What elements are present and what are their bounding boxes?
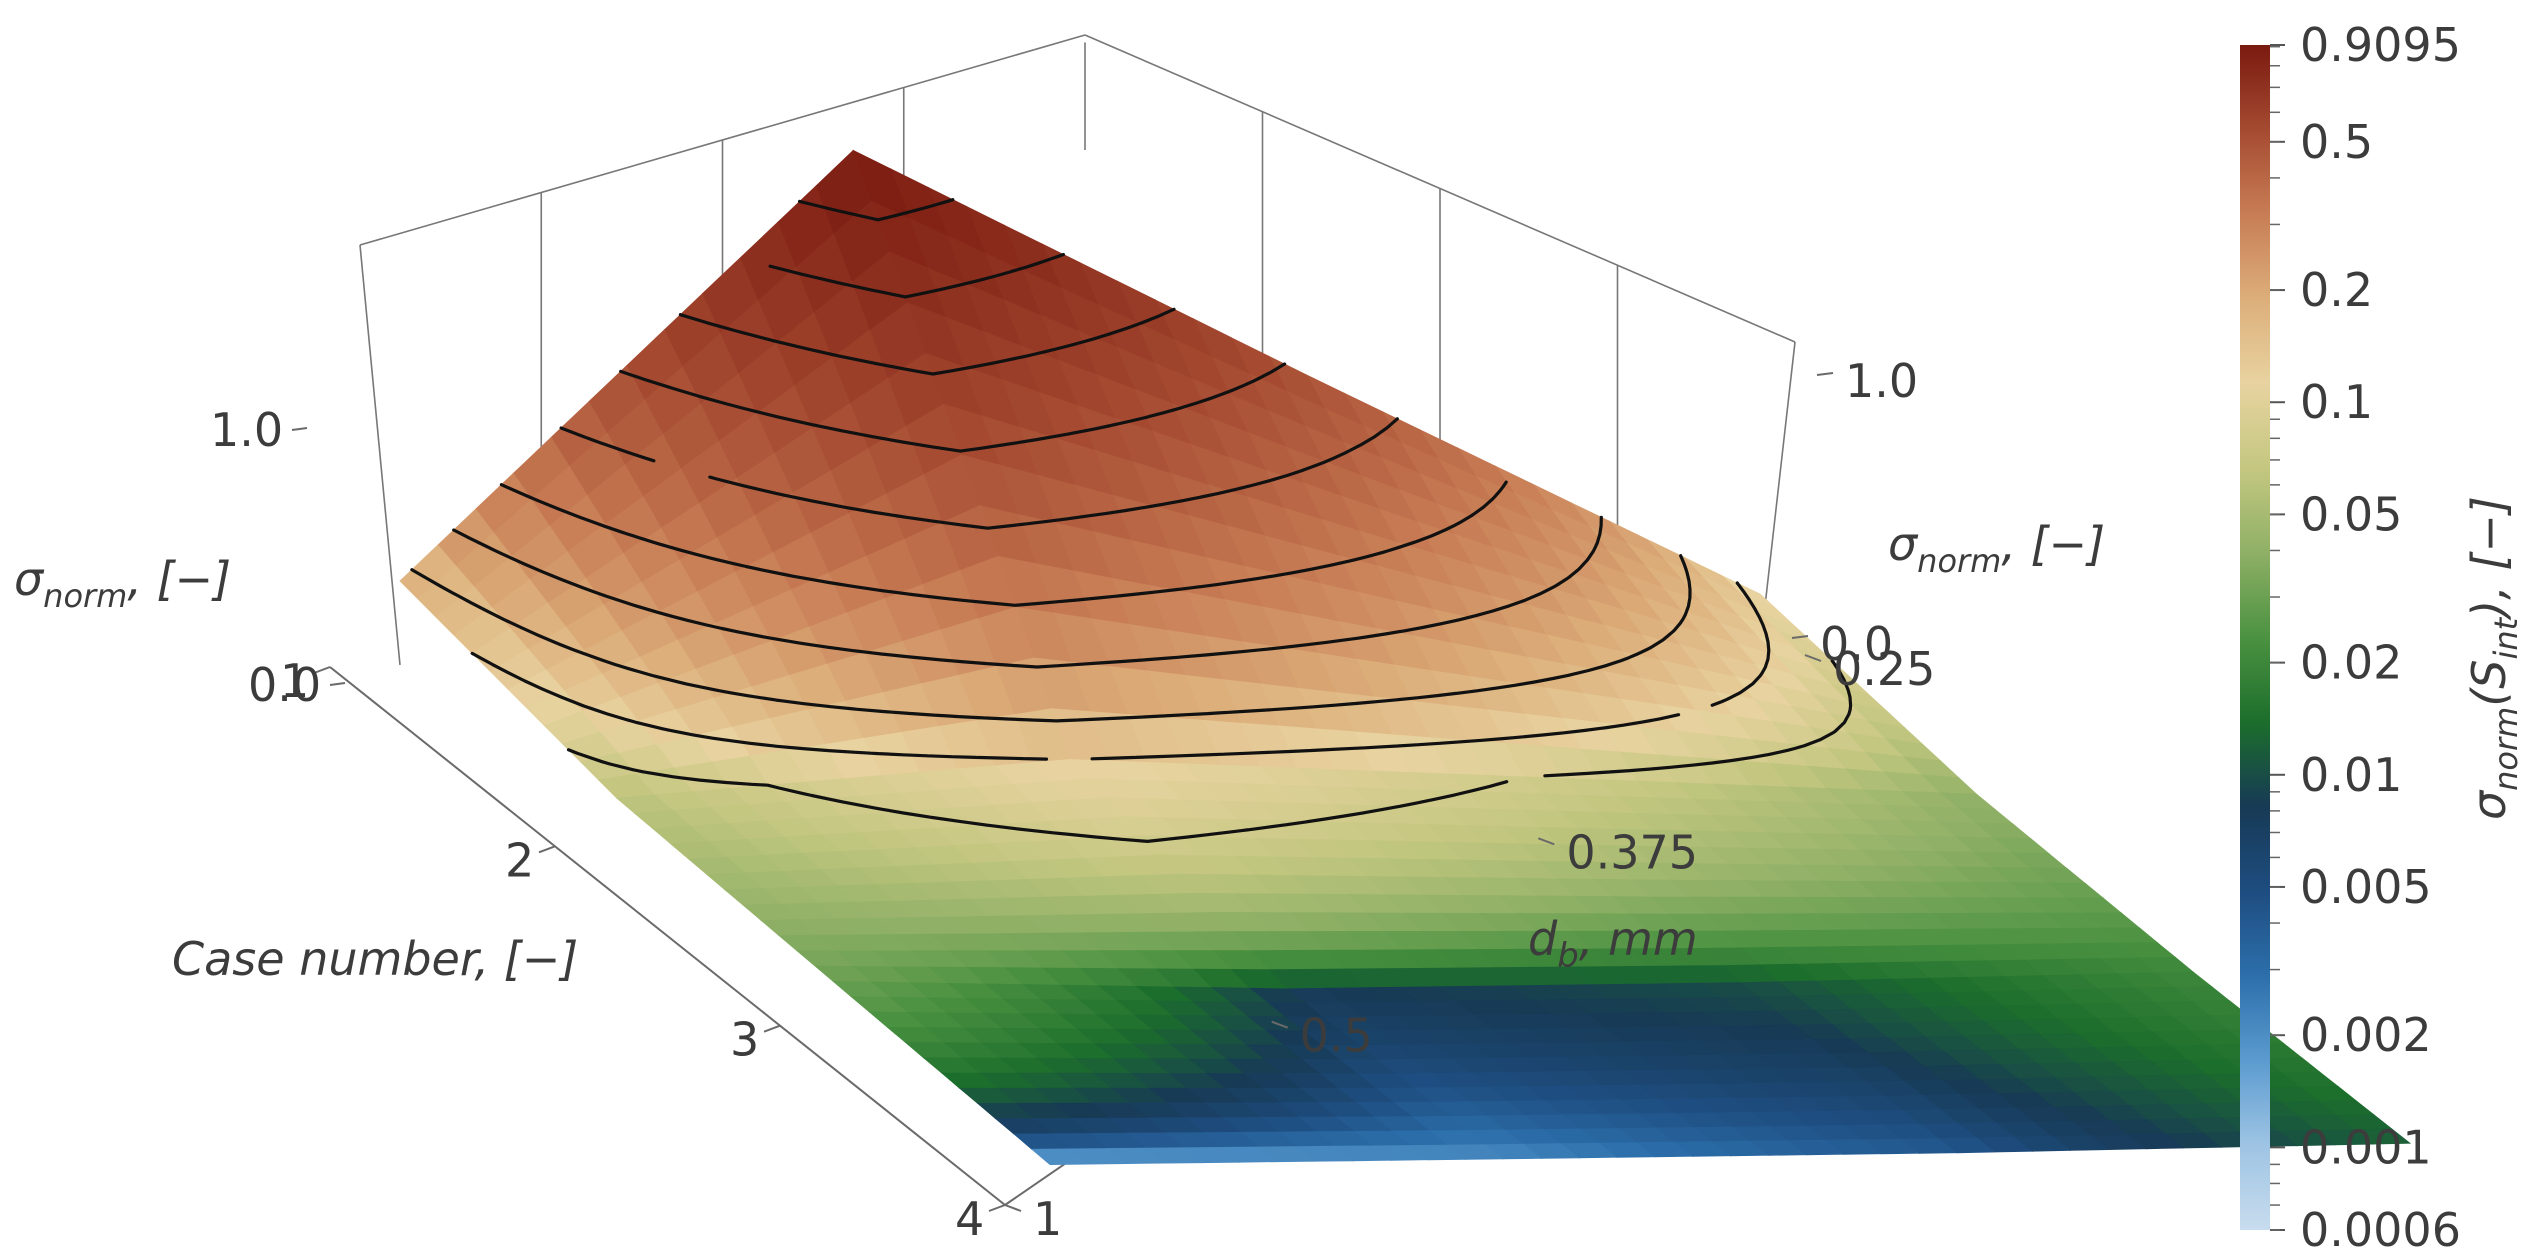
y-tick-label: 0.5	[1300, 1009, 1373, 1063]
colorbar-tick-label: 0.5	[2300, 115, 2373, 169]
box-edge-right	[1759, 341, 1796, 651]
y-tick-label: 0.375	[1566, 825, 1698, 879]
y-tick-label: 0.25	[1833, 642, 1935, 696]
colorbar-tick-label: 0.001	[2300, 1120, 2432, 1174]
z-tick-label-left: 0.0	[248, 658, 321, 712]
colorbar-ticks: 0.9095 0.5 0.2 0.1 0.05 0.02 0.01 0.005 0.002 0.0…	[2270, 18, 2461, 1257]
surface-patch	[1030, 1148, 1089, 1166]
colorbar-strip	[2240, 45, 2270, 1230]
contour-line	[798, 198, 955, 222]
y-tick-label: 1	[1033, 1192, 1062, 1246]
x-tick-label: 2	[505, 833, 534, 887]
colorbar-tick-label: 0.2	[2300, 263, 2373, 317]
colorbar-title-end: ), [−]	[2462, 496, 2516, 621]
y-tick-mark	[1537, 837, 1555, 846]
x-tick-mark	[313, 666, 331, 674]
contour-line	[470, 581, 1771, 761]
colorbar-tick-label: 0.1	[2300, 375, 2373, 429]
x-tick-label: 3	[730, 1013, 759, 1067]
x-tick-mark	[538, 845, 556, 854]
y-tick-mark	[1271, 1020, 1289, 1029]
y-axis-title-sub: b	[1557, 936, 1579, 976]
x-axis-title: Case number, [−]	[172, 932, 578, 986]
colorbar-tick-label: 0.005	[2300, 860, 2432, 914]
contour-line	[410, 554, 1692, 723]
box-edge-left	[359, 244, 401, 666]
x-tick-label: 4	[955, 1192, 984, 1246]
z-axis-title-right: σnorm, [−]	[1888, 517, 2105, 580]
x-tick-mark	[988, 1204, 1006, 1212]
colorbar-title-sub: norm	[2487, 707, 2525, 791]
z-axis-title-left-main: σ	[14, 552, 45, 606]
contour-line	[619, 362, 1287, 453]
z-tick-label-right: 1.0	[1845, 354, 1918, 408]
z-axis-title-right-main: σ	[1888, 517, 1919, 571]
colorbar-title-sub2: int	[2487, 616, 2525, 659]
z-axis-title-left-sub: norm	[43, 577, 127, 615]
x-tick-label: 1	[280, 654, 309, 708]
colorbar-tick-label: 0.05	[2300, 487, 2402, 541]
surface-plot	[399, 149, 2412, 1166]
x-axis-line	[329, 666, 1006, 1206]
z-axis-title-left-rest: , [−]	[127, 552, 231, 606]
y-axis-title-main: d	[1528, 912, 1558, 966]
z-tick-mark-right	[1816, 372, 1834, 376]
z-tick-label-right: 0.0	[1820, 617, 1893, 671]
colorbar-tick-label: 0.002	[2300, 1008, 2432, 1062]
z-tick-mark-right	[1791, 635, 1809, 639]
contour-line	[678, 307, 1176, 376]
colorbar: 0.9095 0.5 0.2 0.1 0.05 0.02 0.01 0.005 0.002 0.0…	[2240, 18, 2461, 1257]
z-axis-title-right-rest: , [−]	[2001, 517, 2105, 571]
y-axis-title-rest: , mm	[1579, 912, 1698, 966]
colorbar-tick-label: 0.02	[2300, 636, 2402, 690]
y-tick-mark	[1004, 1204, 1022, 1212]
colorbar-title: σnorm(Sint), [−]	[2462, 496, 2525, 820]
x-tick-mark	[763, 1024, 781, 1033]
colorbar-title-rest: (S	[2462, 660, 2516, 707]
z-axis-title-right-sub: norm	[1917, 542, 2001, 580]
contour-line	[566, 659, 1853, 843]
z-tick-label-left: 1.0	[210, 403, 283, 457]
z-axis-title-left: σnorm, [−]	[14, 552, 231, 615]
y-tick-mark	[1804, 654, 1822, 662]
contour-lines	[410, 198, 1853, 843]
colorbar-tick-label: 0.0006	[2300, 1203, 2461, 1257]
contour-line	[452, 515, 1603, 669]
z-tick-mark-left	[291, 427, 308, 431]
contour-line	[559, 417, 1399, 530]
y-axis-title: db, mm	[1528, 912, 1698, 976]
z-tick-mark-left	[329, 682, 346, 686]
contour-line	[499, 480, 1508, 607]
colorbar-tick-label: 0.01	[2300, 748, 2402, 802]
colorbar-tick-label: 0.9095	[2300, 18, 2461, 72]
colorbar-title-main: σ	[2462, 789, 2516, 820]
contour-line	[768, 252, 1065, 299]
